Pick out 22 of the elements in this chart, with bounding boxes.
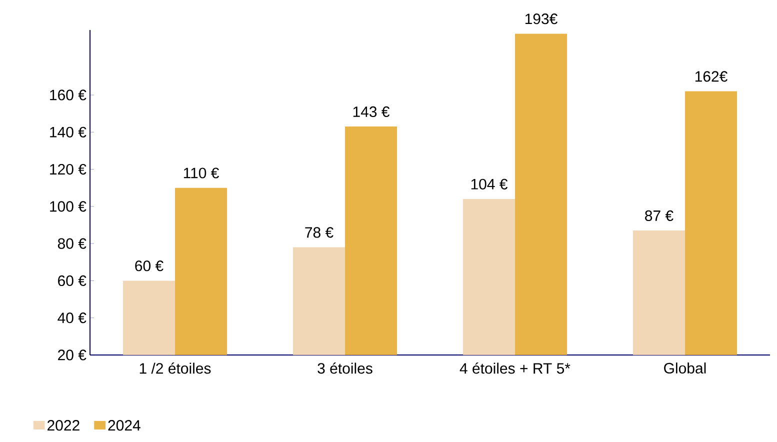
y-tick-label: 80 € [58,238,86,249]
x-tick-label: 3 étoiles [318,362,372,374]
data-label: 87 € [645,210,674,222]
y-tick-label: 140 € [50,126,86,138]
data-label: 60 € [135,260,164,272]
legend-label: 2022 [48,420,80,431]
data-label: 104 € [471,178,508,190]
y-tick-label: 60 € [58,275,86,286]
x-tick-label: 4 étoiles + RT 5* [460,362,570,374]
y-tick-label: 20 € [58,350,86,360]
data-label: 78 € [305,227,334,238]
x-tick-label: 1 /2 étoiles [140,362,211,374]
y-tick-label: 120 € [50,164,86,175]
data-label: 193€ [525,14,558,24]
legend-label: 2024 [108,420,140,431]
data-label: 110 € [184,168,219,178]
y-tick-label: 160 € [50,90,86,100]
data-label: 143 € [353,106,390,118]
y-tick-label: 40 € [58,312,86,324]
x-tick-label: Global [664,362,706,374]
y-tick-label: 100 € [50,201,86,212]
data-label: 162€ [695,71,728,82]
